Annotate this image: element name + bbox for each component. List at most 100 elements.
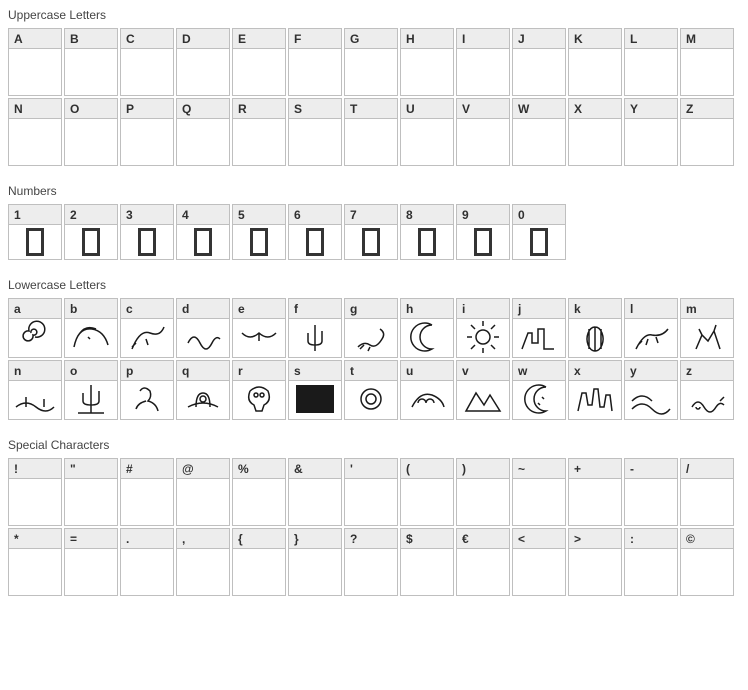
lowercase-cell: i [456,298,510,358]
lowercase-cell: r [232,360,286,420]
cell-header: 8 [401,205,453,225]
cell-body [65,381,117,419]
cell-body [177,119,229,165]
cell-header: , [177,529,229,549]
special-cell: + [568,458,622,526]
cell-header: R [233,99,285,119]
cell-body [457,479,509,525]
cell-header: H [401,29,453,49]
cell-header: W [513,99,565,119]
cell-body [121,49,173,95]
glyph-skull-icon [238,381,280,419]
special-cell: * [8,528,62,596]
glyph-coyote-icon [686,319,728,357]
cell-header: C [121,29,173,49]
cell-header: + [569,459,621,479]
cell-body [681,319,733,357]
cell-body [625,319,677,357]
cell-header: x [569,361,621,381]
special-cell: / [680,458,734,526]
cell-body [625,119,677,165]
glyph-scorpion-icon [350,319,392,357]
special-cell: € [456,528,510,596]
cell-header: % [233,459,285,479]
lowercase-cell: u [400,360,454,420]
glyph-rattlesnake-icon [686,381,728,419]
special-cell: ) [456,458,510,526]
cell-header: L [625,29,677,49]
lowercase-cell: b [64,298,118,358]
lowercase-cell: a [8,298,62,358]
glyph-moon-icon [406,319,448,357]
cell-body [625,549,677,595]
cell-body [233,381,285,419]
cell-body [233,319,285,357]
lowercase-cell: f [288,298,342,358]
uppercase-cell: S [288,98,342,166]
cell-header: : [625,529,677,549]
special-cell: > [568,528,622,596]
cell-header: " [65,459,117,479]
lowercase-cell: q [176,360,230,420]
uppercase-cell: Y [624,98,678,166]
special-cell: @ [176,458,230,526]
uppercase-cell: P [120,98,174,166]
cell-body [65,49,117,95]
uppercase-cell: N [8,98,62,166]
cell-header: a [9,299,61,319]
cell-header: ! [9,459,61,479]
cell-header: © [681,529,733,549]
uppercase-section: Uppercase Letters ABCDEFGHIJKLM NOPQRSTU… [8,8,740,166]
cell-header: / [681,459,733,479]
glyph-gecko-icon [630,319,672,357]
lowercase-cell: d [176,298,230,358]
cell-body [345,49,397,95]
lowercase-cell: j [512,298,566,358]
special-cell: ! [8,458,62,526]
cell-body [9,119,61,165]
cell-body [9,225,61,259]
uppercase-cell: I [456,28,510,96]
uppercase-cell: J [512,28,566,96]
cell-body [345,381,397,419]
numbers-title: Numbers [8,184,740,198]
lowercase-cell: o [64,360,118,420]
cell-header: . [121,529,173,549]
cell-header: 1 [9,205,61,225]
cell-body [233,119,285,165]
cell-body [513,479,565,525]
cell-header: T [345,99,397,119]
cell-body [625,479,677,525]
cell-body [457,381,509,419]
cell-header: c [121,299,173,319]
special-cell: . [120,528,174,596]
cell-header: 7 [345,205,397,225]
cell-body [625,49,677,95]
uppercase-row-0: ABCDEFGHIJKLM [8,28,740,96]
cell-body [9,381,61,419]
special-cell: " [64,458,118,526]
numbers-cell: 9 [456,204,510,260]
cell-body [345,479,397,525]
cell-body [177,549,229,595]
uppercase-cell: V [456,98,510,166]
cell-body [345,119,397,165]
special-cell: { [232,528,286,596]
glyph-mesa-icon [518,319,560,357]
lowercase-cell: s [288,360,342,420]
cell-body [177,479,229,525]
cell-header: - [625,459,677,479]
cell-body [401,479,453,525]
lowercase-cell: z [680,360,734,420]
cell-header: y [625,361,677,381]
cell-body [681,381,733,419]
cell-body [569,119,621,165]
cell-header: ( [401,459,453,479]
cell-header: f [289,299,341,319]
cell-header: F [289,29,341,49]
special-title: Special Characters [8,438,740,452]
cell-header: q [177,361,229,381]
special-section: Special Characters !"#@%&'()~+-/ *=.,{}?… [8,438,740,596]
cell-body [289,49,341,95]
missing-glyph-icon [194,228,212,256]
